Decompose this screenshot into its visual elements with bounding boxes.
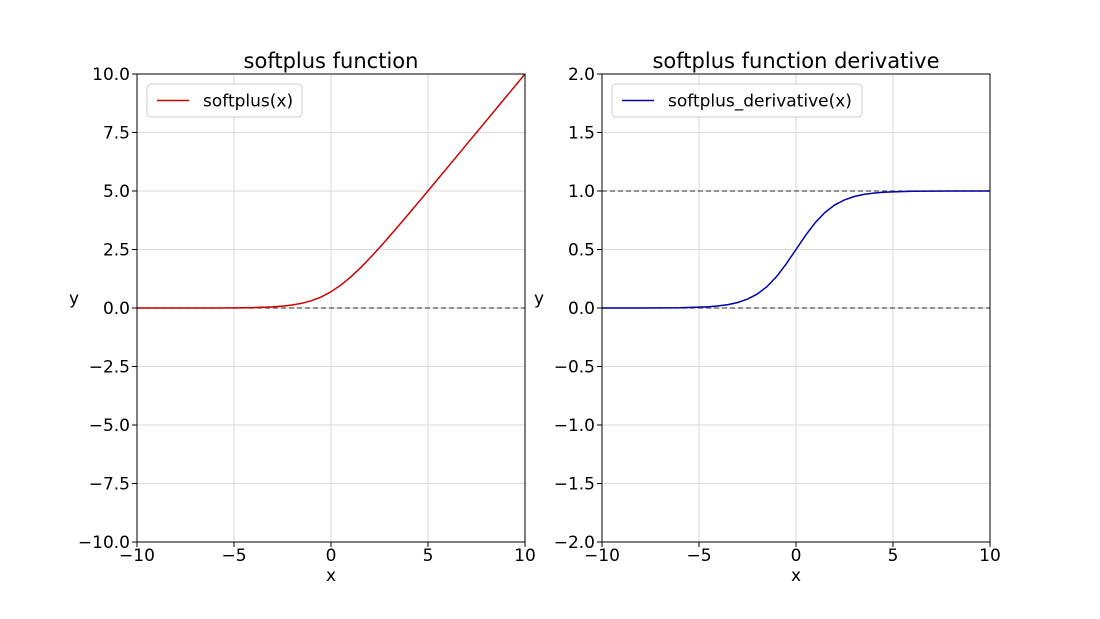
y-tick-label: 2.0: [568, 65, 595, 85]
x-tick-label: −5: [221, 546, 246, 566]
legend-label: softplus_derivative(x): [668, 92, 852, 112]
x-tick-label: 5: [423, 546, 434, 566]
x-tick-label: 0: [326, 546, 337, 566]
y-tick-label: 0.5: [568, 241, 595, 261]
y-tick-label: −2.5: [89, 358, 130, 378]
y-tick-label: −7.5: [89, 475, 130, 495]
y-tick-label: −1.0: [554, 416, 595, 436]
y-axis-label: y: [534, 289, 544, 309]
y-tick-label: −10.0: [78, 533, 130, 553]
softplus-derivative-panel: −10 −5 0 5 10 −2.0 −1.5 −1.0 −0.5 0.0 0.5 1.0 1.5 2.0…: [534, 49, 1001, 586]
x-tick-label: −5: [686, 546, 711, 566]
softplus-panel: −10 −5 0 5 10 −10.0 −7.5 −5.0 −2.5 0.0 2.5 5.0 7.5 10…: [69, 49, 536, 586]
y-tick-label: 0.0: [568, 299, 595, 319]
y-tick-label: −2.0: [554, 533, 595, 553]
x-tick-label: 0: [791, 546, 802, 566]
x-axis-label: x: [326, 566, 336, 586]
y-tick-label: −5.0: [89, 416, 130, 436]
y-tick-label: −1.5: [554, 475, 595, 495]
x-tick-label: 10: [979, 546, 1001, 566]
y-tick-label: 10.0: [92, 65, 130, 85]
chart-title: softplus function: [244, 49, 419, 73]
y-tick-label: 1.0: [568, 182, 595, 202]
series-line: [602, 190, 990, 309]
x-axis-label: x: [791, 566, 801, 586]
x-tick-label: 10: [514, 546, 536, 566]
y-tick-label: 1.5: [568, 124, 595, 144]
x-tick-label: 5: [888, 546, 899, 566]
legend-box: [611, 83, 863, 118]
chart-title: softplus function derivative: [652, 49, 939, 73]
legend-label: softplus(x): [203, 92, 293, 112]
y-tick-label: 2.5: [103, 241, 130, 261]
y-tick-label: −0.5: [554, 358, 595, 378]
y-tick-label: 5.0: [103, 182, 130, 202]
y-axis-label: y: [69, 289, 79, 309]
legend-box: [146, 83, 303, 118]
y-tick-label: 0.0: [103, 299, 130, 319]
y-tick-label: 7.5: [103, 124, 130, 144]
x-tick-label: −10: [584, 546, 620, 566]
x-tick-label: −10: [119, 546, 155, 566]
series-line: [137, 73, 526, 309]
